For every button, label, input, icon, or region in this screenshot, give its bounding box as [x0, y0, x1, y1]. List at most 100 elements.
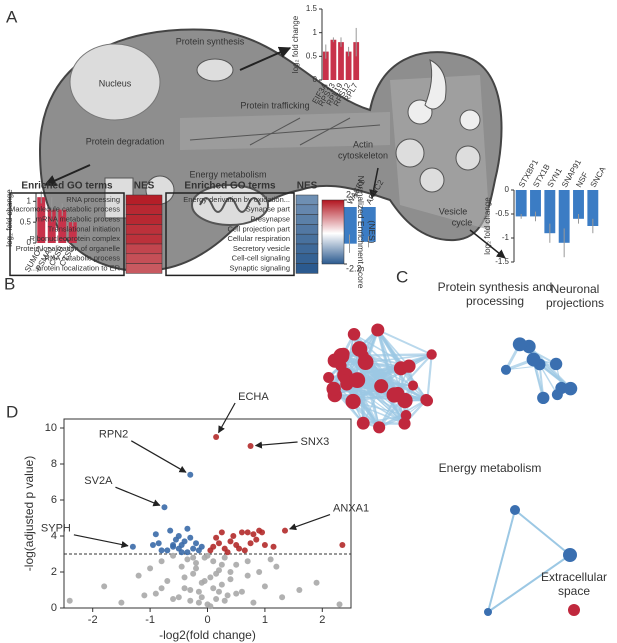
point	[164, 578, 171, 584]
network-edge	[505, 363, 557, 371]
colorbar-label: Normalized Enrichment Score	[356, 176, 366, 289]
heat-cell	[125, 253, 163, 264]
arrow	[469, 229, 506, 259]
network-node	[421, 395, 434, 407]
bar	[68, 222, 77, 243]
network-node	[426, 349, 437, 360]
point	[170, 542, 177, 548]
go-term: Secretory vesicle	[233, 244, 290, 253]
point	[339, 542, 346, 548]
annotation: SYPH	[41, 523, 71, 535]
network-edge	[377, 329, 433, 356]
point	[247, 540, 254, 547]
y-tick-label: 10	[45, 422, 57, 434]
point	[195, 599, 202, 606]
x-tick-label: -1	[145, 614, 155, 626]
network-node	[563, 381, 578, 396]
vesicle	[419, 167, 445, 193]
heat-cell	[125, 214, 163, 225]
point	[129, 543, 136, 550]
bar	[544, 190, 556, 234]
cristae	[199, 197, 261, 213]
heat-cell	[295, 224, 319, 235]
point	[207, 547, 214, 554]
point	[207, 574, 214, 581]
point	[221, 597, 228, 604]
go-term: Cell-cell signaling	[232, 254, 290, 263]
diagram-label: cytoskeleton	[338, 150, 388, 160]
bar	[37, 197, 46, 243]
colorbar-tick-label: 2.4	[346, 189, 359, 199]
point	[175, 533, 182, 539]
point	[221, 554, 228, 561]
point	[244, 572, 251, 579]
network-node	[339, 374, 351, 386]
annotation: SV2A	[84, 475, 113, 487]
point	[313, 579, 320, 586]
bar	[342, 207, 357, 244]
mitochondrion	[191, 184, 269, 226]
bar	[345, 51, 352, 80]
point	[215, 588, 222, 595]
network-edge	[487, 554, 571, 613]
point	[161, 504, 168, 511]
go-term: Macromolecule catabolic process	[9, 205, 120, 214]
point	[230, 533, 237, 539]
panel-label: D	[6, 402, 18, 421]
network-node	[549, 357, 563, 371]
bar	[558, 190, 570, 243]
point	[227, 576, 234, 583]
vesicle	[459, 109, 481, 131]
y-tick-label: 1.5	[306, 4, 318, 13]
cluster-label: Neuronal projections	[545, 282, 605, 310]
point	[241, 547, 248, 554]
network-node	[345, 393, 361, 410]
heat-cell	[295, 214, 319, 225]
point	[267, 556, 274, 563]
point	[147, 565, 154, 572]
y-tick-label: -1.5	[495, 257, 509, 266]
heat-cell	[295, 194, 319, 206]
annotation: ANXA1	[333, 503, 369, 515]
colorbar-label: (NES)	[367, 220, 377, 243]
bar	[587, 190, 599, 226]
vesicle	[455, 145, 481, 171]
network-node	[408, 380, 419, 391]
point	[190, 545, 197, 552]
y-tick-label: 0	[51, 602, 57, 614]
point	[135, 572, 142, 579]
point	[213, 596, 220, 602]
point	[244, 558, 251, 565]
network-node	[386, 387, 402, 403]
point	[218, 561, 225, 568]
point	[256, 569, 263, 575]
point	[296, 587, 303, 593]
nucleus	[69, 43, 161, 121]
y-tick-label: 2	[51, 566, 57, 578]
annotation-arrow	[254, 441, 298, 449]
go-term: Energy derivation by oxidation...	[183, 195, 290, 204]
point	[201, 578, 208, 584]
annotation-arrow	[289, 514, 331, 531]
network-edge	[378, 384, 415, 429]
point	[170, 552, 177, 559]
network-edge	[377, 329, 410, 367]
colorbar-tick-label: -2.2	[346, 263, 362, 273]
bar	[530, 190, 541, 217]
point	[213, 534, 220, 541]
point	[118, 599, 125, 606]
go-term: RNA catabolic process	[45, 254, 121, 263]
network-node	[373, 421, 386, 434]
golgi	[424, 59, 447, 110]
vesicle	[395, 138, 425, 168]
point	[175, 594, 182, 601]
point	[66, 597, 73, 604]
go-term: ...protein localization to ER	[31, 263, 121, 272]
cluster-label: Extracellular space	[540, 570, 608, 598]
network-edge	[487, 509, 516, 613]
point	[181, 585, 188, 592]
heat-cell	[295, 243, 319, 255]
point	[213, 570, 220, 577]
network-edge	[353, 333, 410, 367]
